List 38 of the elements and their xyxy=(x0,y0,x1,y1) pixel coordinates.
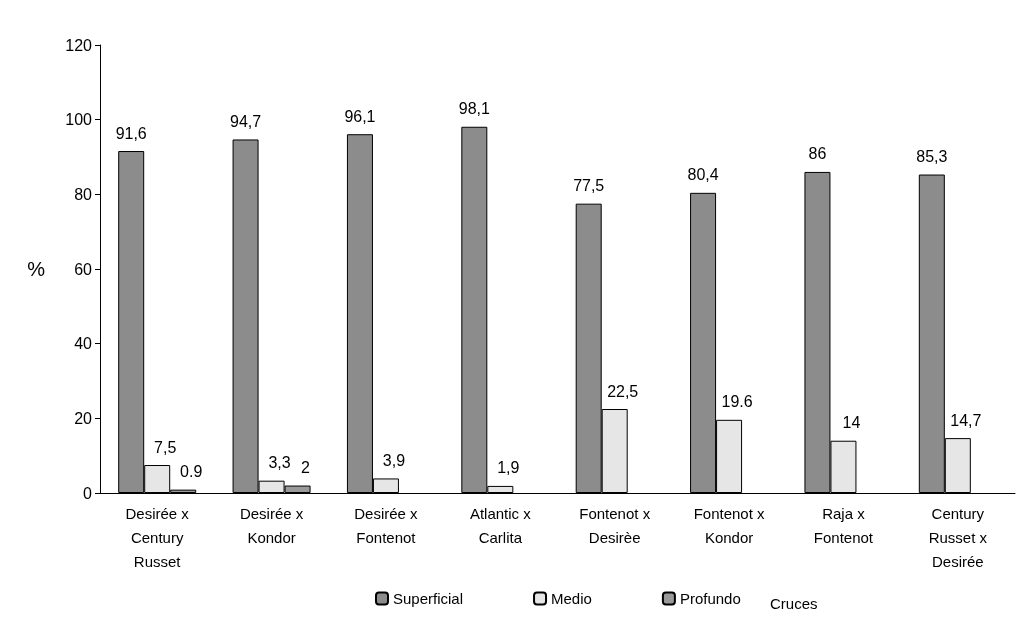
x-tick-label: Fontenot x Kondor xyxy=(693,504,765,546)
x-tick-label: Desirée x Kondor xyxy=(239,504,304,546)
x-axis-title: Cruces xyxy=(770,595,818,612)
legend-label: Superficial xyxy=(393,590,464,607)
data-label: 3,9 xyxy=(382,451,406,469)
data-label: 80,4 xyxy=(687,166,719,184)
y-tick-label: 20 xyxy=(74,409,93,427)
data-label: 2 xyxy=(301,459,311,477)
data-label: 91,6 xyxy=(115,124,147,142)
data-label: 77,5 xyxy=(573,177,605,195)
y-axis-title: % xyxy=(27,258,46,280)
data-label: 19.6 xyxy=(721,393,753,411)
data-label: 96,1 xyxy=(344,107,376,125)
data-label: 22,5 xyxy=(607,382,639,400)
x-tick-label: Raja x Fontenot xyxy=(813,504,874,546)
data-label: 86 xyxy=(808,145,827,163)
x-tick-label: Fontenot x Desirèe xyxy=(579,504,651,546)
y-tick-label: 0 xyxy=(83,484,93,502)
data-label: 94,7 xyxy=(229,112,262,130)
data-label: 85,3 xyxy=(916,148,948,166)
legend-label: Medio xyxy=(551,590,592,607)
x-tick-label: Century Russet x Desirée xyxy=(928,504,988,570)
data-label: 1,9 xyxy=(497,459,520,477)
data-label: 14,7 xyxy=(950,411,982,429)
x-tick-label: Desirée x Fontenot xyxy=(354,504,419,546)
y-tick-label: 40 xyxy=(74,335,93,353)
x-tick-label: Atlantic x Carlita xyxy=(469,504,532,546)
data-label: 98,1 xyxy=(458,100,490,118)
data-label: 14 xyxy=(842,414,861,432)
data-label: 0.9 xyxy=(180,463,203,481)
y-tick-label: 60 xyxy=(74,260,93,278)
x-tick-label: Desirée x Century Russet xyxy=(125,504,190,570)
y-tick-label: 100 xyxy=(65,111,93,129)
y-tick-label: 80 xyxy=(74,185,93,203)
data-label: 3,3 xyxy=(268,454,291,472)
data-label: 7,5 xyxy=(154,438,177,456)
legend-label: Profundo xyxy=(679,590,741,607)
y-tick-label: 120 xyxy=(65,36,93,54)
